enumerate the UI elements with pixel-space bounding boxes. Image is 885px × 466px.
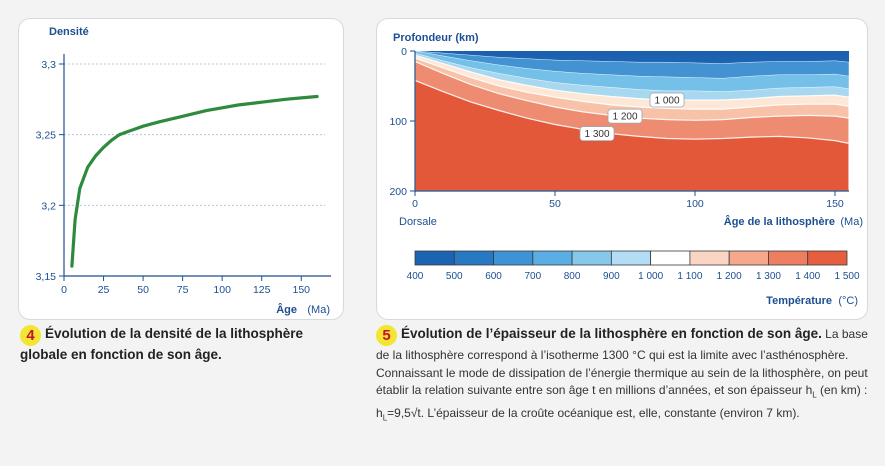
density-ytick-label: 3,3 xyxy=(41,59,56,71)
colorbar-swatch xyxy=(689,250,730,266)
litho-xtick-label: 50 xyxy=(549,198,561,210)
caption-density-title: Évolution de la densité de la lithosphèr… xyxy=(20,326,304,362)
density-ytick-label: 3,15 xyxy=(36,271,57,283)
figure-number-5: 5 xyxy=(376,325,397,346)
colorbar-swatch xyxy=(728,250,769,266)
density-xtick-label: 25 xyxy=(98,284,110,296)
density-xtick-label: 150 xyxy=(293,284,311,296)
contour-label-box xyxy=(579,126,615,141)
colorbar-title: Température xyxy=(766,295,832,307)
litho-xunit: (Ma) xyxy=(840,216,863,228)
density-xtick-label: 125 xyxy=(253,284,271,296)
contour-label: 1 300 xyxy=(584,129,609,140)
caption-lithosphere: 5 Évolution de l’épaisseur de la lithosph… xyxy=(376,325,876,427)
density-xtick-label: 75 xyxy=(177,284,189,296)
contour-label-box xyxy=(649,92,685,108)
subscript-l-2: L xyxy=(382,413,388,423)
colorbar-swatch xyxy=(532,250,573,266)
colorbar-swatch xyxy=(610,250,652,266)
density-xlabel: Âge xyxy=(276,303,297,316)
density-xtick-label: 0 xyxy=(61,284,67,296)
figure-number-4: 4 xyxy=(20,325,41,346)
colorbar-label: 700 xyxy=(524,271,541,282)
colorbar-label: 500 xyxy=(446,271,463,282)
colorbar-label: 400 xyxy=(407,271,424,282)
caption-lithosphere-text: La base de la lithosphère correspond à l… xyxy=(376,327,868,397)
litho-xlabel: Âge de la lithosphère xyxy=(724,215,835,228)
density-ylabel: Densité xyxy=(49,26,89,38)
isotherm-1300 xyxy=(414,79,850,192)
caption-lithosphere-text-2: (en km) : h xyxy=(376,383,868,421)
density-xtick-label: 50 xyxy=(137,284,149,296)
colorbar-swatch xyxy=(768,250,809,266)
colorbar-label: 1 200 xyxy=(717,271,742,282)
lithosphere-chart: Profondeur (km) 0 100 200 0 50 100 150 1 000 1 … xyxy=(389,32,863,307)
colorbar-label: 1 100 xyxy=(677,271,702,282)
contour-label: 1 000 xyxy=(654,96,679,107)
colorbar-label: 1 300 xyxy=(756,271,781,282)
subscript-l-1: L xyxy=(812,390,817,400)
density-xtick-label: 100 xyxy=(213,284,231,296)
caption-lithosphere-text-3: L’épaisseur de la croûte océanique est, … xyxy=(424,406,800,421)
colorbar-swatch xyxy=(571,250,612,266)
litho-ytick-label: 0 xyxy=(401,46,407,58)
litho-xtick-label: 0 xyxy=(412,198,418,210)
density-curve xyxy=(70,94,319,268)
colorbar-label: 900 xyxy=(603,271,620,282)
thickness-formula: =9,5√t. xyxy=(387,406,425,421)
density-ytick-label: 3,2 xyxy=(41,200,56,212)
colorbar-label: 800 xyxy=(564,271,581,282)
density-chart-panel: Densité 3,15 3,2 3,25 3,3 0 25 50 75 100 125 150 Â… xyxy=(18,18,344,320)
colorbar-swatch xyxy=(453,250,494,266)
litho-xtick-label: 100 xyxy=(686,198,704,210)
colorbar-label: 1 400 xyxy=(795,271,820,282)
contour-label: 1 200 xyxy=(612,112,637,123)
colorbar-swatch xyxy=(807,250,848,266)
caption-density: 4 Évolution de la densité de la lithosphè… xyxy=(20,325,340,363)
density-chart: Densité 3,15 3,2 3,25 3,3 0 25 50 75 100 125 150 Â… xyxy=(36,26,331,316)
density-ytick-label: 3,25 xyxy=(36,130,57,142)
colorbar-swatch xyxy=(650,250,691,266)
colorbar-unit: (°C) xyxy=(838,295,858,307)
colorbar-label: 1 000 xyxy=(638,271,663,282)
lithosphere-chart-panel: Profondeur (km) 0 100 200 0 50 100 150 1 000 1 … xyxy=(376,18,868,320)
litho-ytick-label: 200 xyxy=(389,186,407,198)
litho-ytick-label: 100 xyxy=(389,116,407,128)
dorsale-label: Dorsale xyxy=(399,216,437,228)
colorbar-swatch xyxy=(493,250,534,266)
contour-label-box xyxy=(607,108,643,124)
litho-xtick-label: 150 xyxy=(826,198,844,210)
colorbar-swatch xyxy=(414,250,455,266)
caption-lithosphere-title: Évolution de l’épaisseur de la lithosphè… xyxy=(401,326,822,341)
colorbar-label: 600 xyxy=(485,271,502,282)
litho-ylabel: Profondeur (km) xyxy=(393,32,479,44)
colorbar-label: 1 500 xyxy=(834,271,859,282)
density-xunit: (Ma) xyxy=(307,304,330,316)
